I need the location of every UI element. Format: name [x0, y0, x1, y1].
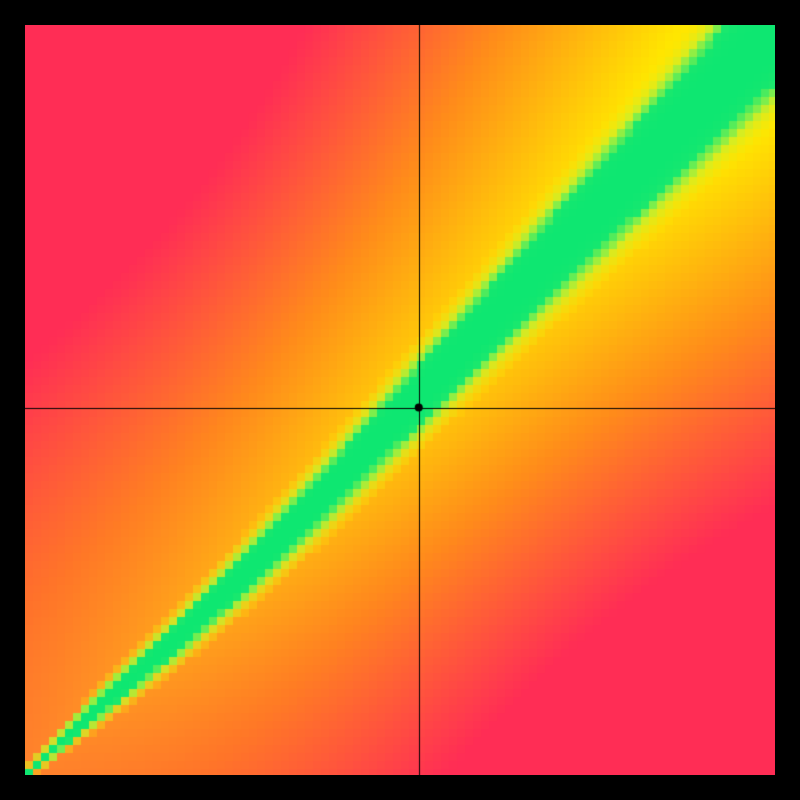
bottleneck-heatmap [25, 25, 775, 775]
chart-frame: TheBottleneck.com [0, 0, 800, 800]
watermark-text: TheBottleneck.com [579, 3, 773, 27]
